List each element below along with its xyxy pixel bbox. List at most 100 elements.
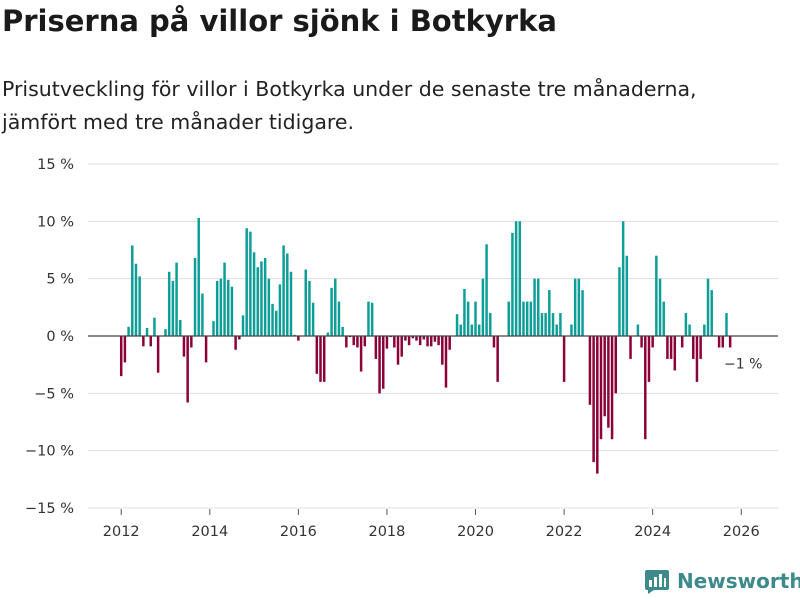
bar (241, 315, 245, 336)
brand-name: Newsworthy (677, 569, 800, 593)
x-tick-label: 2012 (103, 524, 140, 540)
bar (286, 253, 289, 336)
bar (308, 280, 311, 336)
bar (359, 336, 363, 372)
bar (625, 255, 629, 336)
bar (197, 217, 200, 336)
bar (599, 336, 603, 440)
bar (548, 290, 551, 336)
bar (418, 336, 422, 346)
bar (201, 293, 204, 336)
bar (651, 336, 654, 348)
bar (186, 336, 189, 403)
bar (533, 278, 536, 336)
bar (680, 336, 684, 348)
bar (304, 269, 307, 336)
bar (537, 278, 540, 336)
bar (263, 258, 267, 336)
bar (267, 278, 271, 336)
bar (514, 221, 518, 336)
bar (393, 336, 396, 348)
bar (223, 262, 226, 336)
bar (455, 314, 459, 336)
bar (182, 336, 186, 357)
x-tick-label: 2020 (457, 524, 494, 540)
bar (219, 278, 223, 336)
bar (636, 324, 640, 336)
bar (603, 336, 606, 417)
bar (407, 336, 411, 346)
y-tick-label: 10 % (37, 214, 74, 230)
bar (138, 276, 141, 336)
bar (433, 336, 437, 342)
bar (345, 336, 348, 348)
bar (489, 313, 492, 336)
bar (621, 221, 625, 336)
bar (370, 302, 374, 336)
bar (123, 336, 127, 363)
chart-title: Priserna på villor sjönk i Botkyrka (2, 4, 557, 38)
bar (367, 301, 370, 336)
bar (179, 319, 182, 336)
bar (492, 336, 496, 348)
bar (588, 336, 592, 405)
bar (164, 329, 167, 336)
bar (252, 252, 256, 336)
y-tick-label: −15 % (25, 501, 74, 517)
y-tick-label: 0 % (46, 329, 74, 345)
bar (260, 261, 263, 336)
bar (474, 301, 477, 336)
bar (429, 336, 433, 347)
bar (385, 336, 389, 349)
bar (193, 258, 197, 336)
bar (396, 336, 400, 365)
bar (721, 336, 725, 348)
bar (540, 313, 544, 336)
bar (710, 290, 713, 336)
bar (607, 336, 610, 428)
bar (153, 317, 156, 336)
x-tick-label: 2024 (634, 524, 671, 540)
bar (441, 336, 444, 365)
bar (496, 336, 499, 382)
bar (319, 336, 322, 382)
bar (655, 255, 658, 336)
bar (326, 332, 330, 336)
bar (666, 336, 669, 359)
newsworthy-icon (645, 570, 669, 594)
chart-subtitle: Prisutveckling för villor i Botkyrka und… (2, 77, 697, 134)
bar (245, 228, 248, 336)
bar (522, 301, 525, 336)
bar (610, 336, 614, 440)
bar (215, 280, 219, 336)
bar (596, 336, 599, 474)
bar (669, 336, 673, 359)
y-tick-label: −10 % (25, 444, 74, 460)
bar (271, 303, 274, 336)
bar (422, 336, 426, 340)
bar (699, 336, 702, 359)
y-tick-label: 15 % (37, 157, 74, 173)
bar (673, 336, 677, 371)
bar (315, 336, 319, 374)
bar (618, 267, 621, 336)
bar (363, 336, 367, 347)
bar (470, 324, 474, 336)
bar (238, 336, 241, 340)
x-tick-label: 2022 (546, 524, 583, 540)
bar (190, 336, 193, 348)
x-tick-label: 2014 (191, 524, 228, 540)
bar (459, 324, 462, 336)
bar (230, 286, 234, 336)
bar (282, 245, 285, 336)
bar (426, 336, 429, 347)
bar (544, 313, 547, 336)
bar (378, 336, 381, 394)
bar (404, 336, 407, 341)
bar (485, 244, 488, 336)
bar (119, 336, 123, 377)
bar (149, 336, 152, 347)
bar (156, 336, 160, 373)
x-tick-label: 2016 (280, 524, 317, 540)
bar (695, 336, 699, 382)
